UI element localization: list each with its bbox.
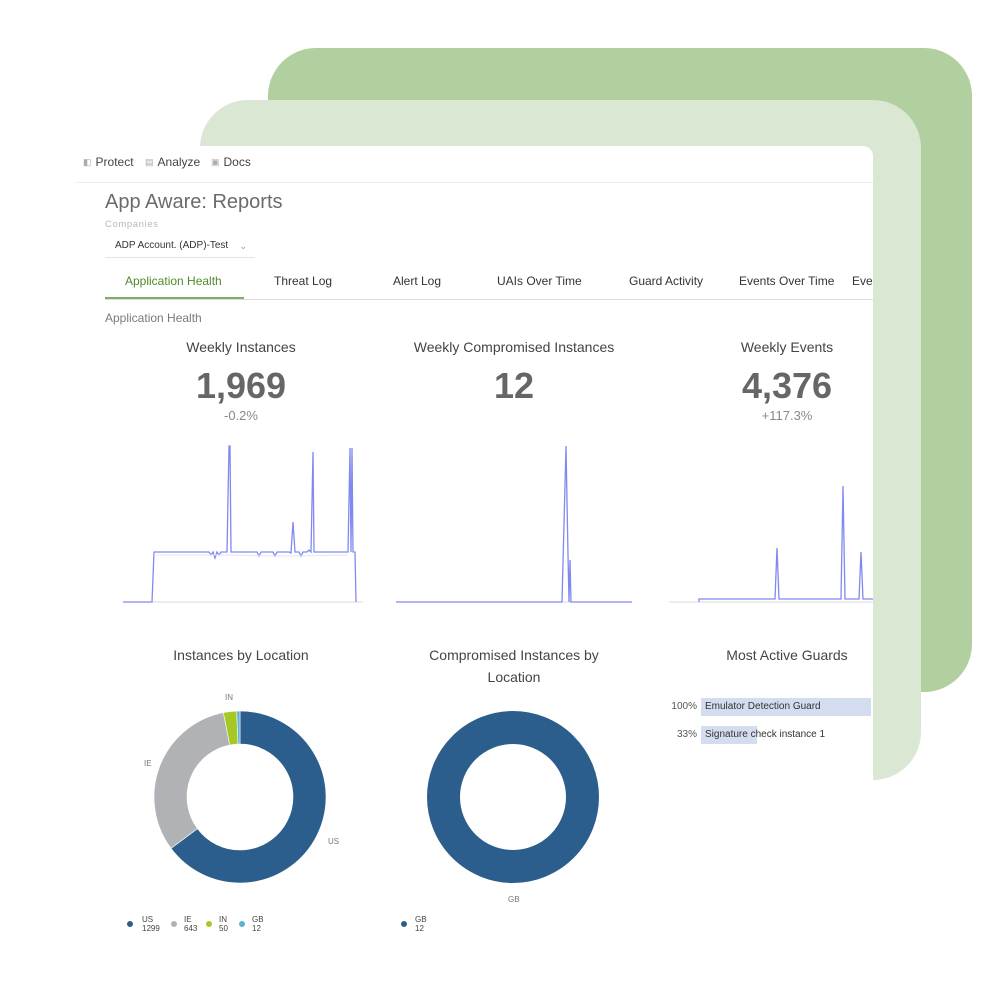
weekly-compromised-value: 12 <box>493 365 535 406</box>
nav-item-analyze[interactable]: ▤ Analyze <box>145 155 200 169</box>
weekly-compromised-title: Weekly Compromised Instances <box>413 339 615 355</box>
tab-alert-log[interactable]: Alert Log <box>393 274 442 288</box>
guard-bar <box>701 698 871 716</box>
legend-swatch <box>206 921 212 927</box>
weekly-events-sparkline <box>669 485 873 603</box>
nav-item-docs[interactable]: ▣ Docs <box>211 155 251 169</box>
company-select-value: ADP Account. (ADP)-Test <box>115 240 229 251</box>
nav-label: Protect <box>95 155 134 169</box>
instances-by-location-title: Instances by Location <box>173 647 309 663</box>
nav-item-protect[interactable]: ◧ Protect <box>83 155 134 169</box>
legend-swatch <box>171 921 177 927</box>
legend-swatch <box>239 921 245 927</box>
donut-slice-us[interactable] <box>170 710 327 884</box>
legend-label: IN <box>219 915 227 924</box>
weekly-events-value: 4,376 <box>741 365 833 406</box>
report-tabs: Application Health Threat Log Alert Log … <box>105 264 873 300</box>
legend-label: GB <box>252 915 264 924</box>
sparkline-series <box>396 445 632 603</box>
pie-label-in: IN <box>225 693 233 702</box>
legend-value: 12 <box>415 924 424 933</box>
donut-slice-ie[interactable] <box>153 712 231 849</box>
sparkline-series <box>123 445 357 603</box>
legend-swatch <box>401 921 407 927</box>
legend-label: US <box>142 915 154 924</box>
section-label: Application Health <box>105 311 202 325</box>
weekly-instances-value: 1,969 <box>195 365 287 406</box>
companies-label: Companies <box>105 219 159 230</box>
weekly-compromised-sparkline <box>396 445 632 603</box>
active-tab-indicator <box>105 297 244 299</box>
guard-percent: 100% <box>671 701 697 712</box>
company-select[interactable]: ADP Account. (ADP)-Test ⌄ <box>105 236 255 258</box>
document-icon: ▣ <box>211 156 220 167</box>
instances-by-location-donut <box>153 710 327 884</box>
guard-bar <box>701 726 757 744</box>
legend-value: 1299 <box>142 924 160 933</box>
weekly-instances-title: Weekly Instances <box>186 339 296 355</box>
pie-label-us: US <box>328 837 340 846</box>
weekly-events-title: Weekly Events <box>740 339 834 355</box>
sparkline-series <box>698 485 873 602</box>
sparkline-shadow <box>154 554 349 557</box>
donut-slice-gb[interactable] <box>236 710 241 745</box>
chevron-down-icon: ⌄ <box>239 241 247 251</box>
legend-label: IE <box>184 915 192 924</box>
top-navigation: ◧ Protect ▤ Analyze ▣ Docs <box>75 146 873 183</box>
nav-label: Docs <box>223 155 251 169</box>
tab-uais-over-time[interactable]: UAIs Over Time <box>497 274 582 288</box>
tab-more[interactable]: Eve <box>852 274 873 288</box>
tab-guard-activity[interactable]: Guard Activity <box>629 274 704 288</box>
pie-label-gb: GB <box>508 895 520 904</box>
weekly-instances-delta: -0.2% <box>224 408 258 423</box>
nav-label: Analyze <box>157 155 201 169</box>
compromised-by-location-donut <box>427 711 599 883</box>
legend-value: 12 <box>252 924 261 933</box>
guard-name: Emulator Detection Guard <box>705 701 821 712</box>
donut-slice-gb[interactable] <box>427 711 599 883</box>
tab-threat-log[interactable]: Threat Log <box>274 274 333 288</box>
legend-value: 50 <box>219 924 228 933</box>
report-screen: ◧ Protect ▤ Analyze ▣ Docs App Aware: Re… <box>75 146 873 946</box>
weekly-instances-sparkline <box>123 445 363 603</box>
bar-chart-icon: ▤ <box>145 156 154 167</box>
most-active-guards-title: Most Active Guards <box>726 647 848 663</box>
guard-percent: 33% <box>676 729 697 740</box>
legend-label: GB <box>415 915 427 924</box>
tab-events-over-time[interactable]: Events Over Time <box>739 274 835 288</box>
compromised-by-location-title: Compromised Instances by Location <box>429 647 599 685</box>
page-title: App Aware: Reports <box>105 191 283 213</box>
legend-swatch <box>127 921 133 927</box>
guard-name: Signature check instance 1 <box>705 729 826 740</box>
tab-application-health[interactable]: Application Health <box>125 274 222 288</box>
weekly-events-delta: +117.3% <box>761 408 813 423</box>
pie-label-ie: IE <box>144 759 152 768</box>
legend-value: 643 <box>184 924 198 933</box>
shield-icon: ◧ <box>83 156 92 167</box>
